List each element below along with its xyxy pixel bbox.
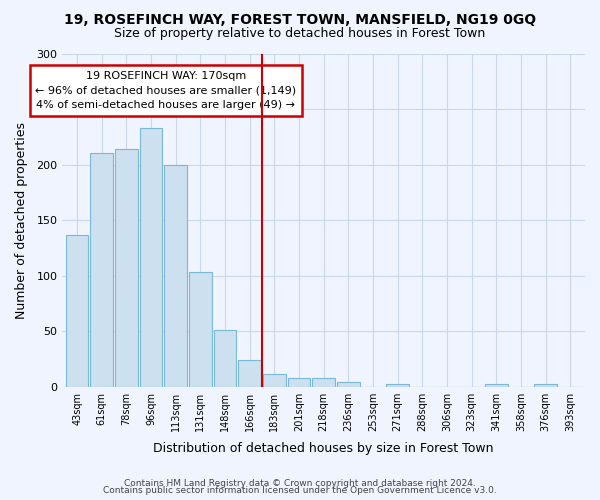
Bar — [337, 382, 359, 386]
Text: Contains public sector information licensed under the Open Government Licence v3: Contains public sector information licen… — [103, 486, 497, 495]
X-axis label: Distribution of detached houses by size in Forest Town: Distribution of detached houses by size … — [154, 442, 494, 455]
Bar — [214, 330, 236, 386]
Bar — [66, 234, 88, 386]
Text: Size of property relative to detached houses in Forest Town: Size of property relative to detached ho… — [115, 28, 485, 40]
Bar — [263, 374, 286, 386]
Text: 19, ROSEFINCH WAY, FOREST TOWN, MANSFIELD, NG19 0GQ: 19, ROSEFINCH WAY, FOREST TOWN, MANSFIEL… — [64, 12, 536, 26]
Bar — [485, 384, 508, 386]
Bar — [386, 384, 409, 386]
Bar — [313, 378, 335, 386]
Y-axis label: Number of detached properties: Number of detached properties — [15, 122, 28, 319]
Bar — [534, 384, 557, 386]
Bar — [164, 165, 187, 386]
Text: 19 ROSEFINCH WAY: 170sqm
← 96% of detached houses are smaller (1,149)
4% of semi: 19 ROSEFINCH WAY: 170sqm ← 96% of detach… — [35, 70, 296, 110]
Bar — [189, 272, 212, 386]
Bar — [91, 152, 113, 386]
Bar — [238, 360, 261, 386]
Bar — [115, 150, 138, 386]
Bar — [287, 378, 310, 386]
Text: Contains HM Land Registry data © Crown copyright and database right 2024.: Contains HM Land Registry data © Crown c… — [124, 478, 476, 488]
Bar — [140, 128, 163, 386]
